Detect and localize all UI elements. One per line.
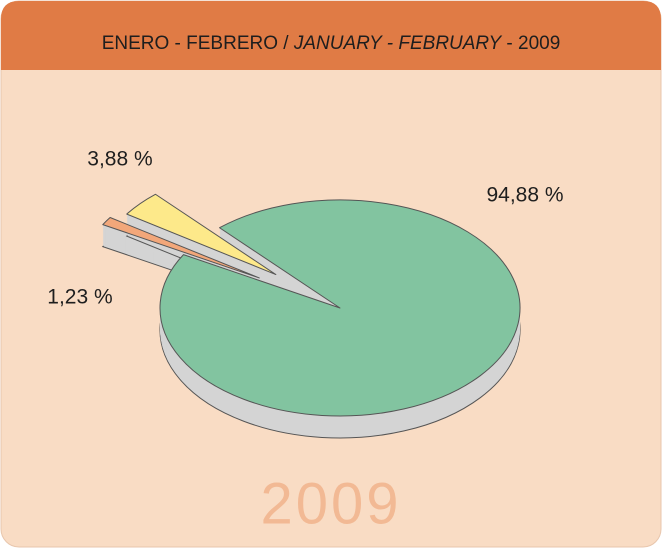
pie-slice [126,193,277,276]
chart-title: ENERO - FEBRERO / JANUARY - FEBRUARY - 2… [102,33,561,54]
header [1,1,661,70]
title-part: JANUARY - FEBRUARY [293,33,503,54]
pie-slice [159,199,521,417]
pie-slice [102,217,260,279]
data-label: 94,88 % [486,184,563,207]
data-label: 1,23 % [47,286,112,309]
title-part: ENERO - FEBRERO / [102,33,294,54]
annotation: 2009 [260,471,401,536]
pie [101,193,521,439]
title-part: - 2009 [501,33,560,54]
data-label: 3,88 % [87,148,152,171]
